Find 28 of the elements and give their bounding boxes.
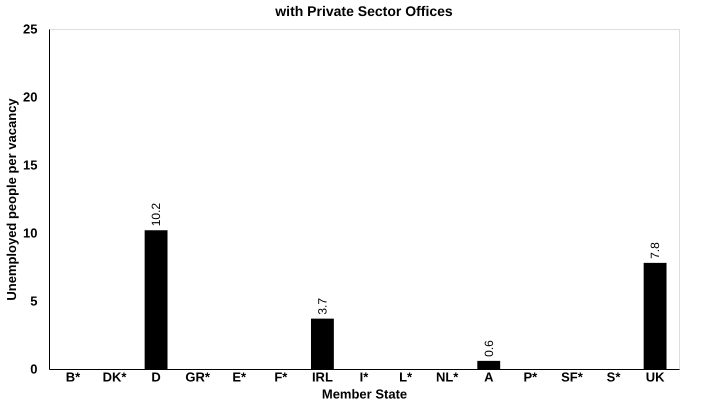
chart-title: with Private Sector Offices [274, 3, 453, 19]
x-tick-label: P* [523, 370, 538, 384]
y-tick-label: 15 [23, 158, 38, 172]
x-tick-label: IRL [312, 370, 333, 384]
x-tick-label: S* [606, 370, 622, 384]
x-tick-label: DK* [102, 370, 128, 384]
x-tick-label: D [151, 370, 161, 384]
x-tick-label: I* [360, 370, 370, 384]
y-tick-label: 20 [23, 90, 38, 104]
x-tick-label: SF* [561, 370, 584, 384]
x-axis-title: Member State [322, 386, 408, 402]
data-label: 3.7 [315, 298, 330, 315]
x-tick-label: NL* [436, 370, 460, 384]
data-label: 0.6 [482, 340, 496, 357]
y-tick-label: 0 [30, 362, 38, 376]
x-tick-label: GR* [185, 370, 211, 384]
y-axis-title: Unemployed people per vacancy [4, 98, 20, 301]
x-tick-label: L* [399, 370, 414, 384]
data-label: 10.2 [149, 202, 164, 226]
x-tick-label: A [484, 370, 494, 384]
x-tick-label: E* [232, 370, 248, 384]
x-tick-label: F* [274, 370, 288, 384]
x-tick-label: UK [646, 370, 666, 384]
data-label: 7.8 [648, 242, 662, 259]
y-tick-label: 5 [30, 294, 38, 308]
y-tick-label: 25 [23, 22, 38, 36]
x-tick-label: B* [66, 370, 82, 384]
y-tick-label: 10 [23, 226, 38, 240]
